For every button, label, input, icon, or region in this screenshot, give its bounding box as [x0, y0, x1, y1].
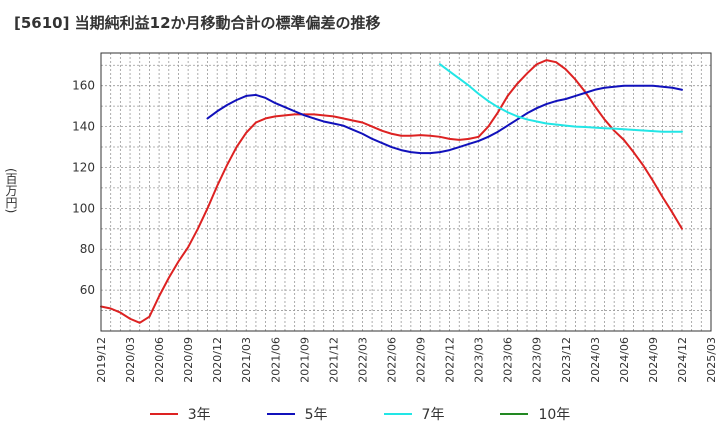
y-axis-label: (百万円)	[4, 168, 18, 214]
y-tick-label: 60	[80, 283, 95, 297]
legend-label: 5年	[304, 407, 328, 423]
x-tick-label: 2020/12	[211, 337, 224, 383]
y-tick-label: 140	[72, 120, 95, 134]
legend-swatch	[266, 413, 295, 415]
series-line-2	[206, 84, 683, 155]
legend-swatch	[500, 413, 529, 415]
x-tick-label: 2021/12	[327, 337, 340, 383]
x-tick-label: 2022/12	[444, 337, 457, 383]
x-tick-label: 2020/03	[124, 337, 137, 383]
x-tick-label: 2023/12	[560, 337, 573, 383]
y-tick-label: 80	[80, 242, 95, 256]
legend-item: 10年	[500, 404, 570, 424]
series-line-1	[100, 59, 683, 324]
x-tick-label: 2024/09	[647, 337, 660, 383]
x-tick-label: 2023/06	[502, 337, 515, 383]
y-tick-label: 120	[72, 160, 95, 174]
legend-label: 7年	[421, 407, 445, 423]
legend-item: 7年	[383, 404, 445, 424]
chart-title: [5610] 当期純利益12か月移動合計の標準偏差の推移	[14, 14, 381, 32]
legend-swatch	[383, 413, 412, 415]
legend-item: 3年	[149, 404, 211, 424]
x-tick-label: 2020/09	[182, 337, 195, 383]
x-tick-label: 2023/09	[531, 337, 544, 383]
plot-area-frame	[100, 52, 712, 332]
x-tick-label: 2021/03	[240, 337, 253, 383]
y-tick-label: 100	[72, 201, 95, 215]
legend-label: 10年	[538, 407, 571, 423]
series-line-3	[438, 63, 683, 133]
y-tick-label: 160	[72, 79, 95, 93]
x-tick-label: 2024/03	[589, 337, 602, 383]
x-tick-label: 2020/06	[153, 337, 166, 383]
x-tick-label: 2023/03	[473, 337, 486, 383]
x-tick-label: 2019/12	[95, 337, 108, 383]
x-tick-label: 2022/03	[356, 337, 369, 383]
chart-legend: 3年 5年 7年 10年	[0, 404, 720, 424]
x-tick-label: 2021/06	[269, 337, 282, 383]
x-tick-label: 2024/06	[618, 337, 631, 383]
x-tick-label: 2022/09	[415, 337, 428, 383]
x-tick-label: 2022/06	[385, 337, 398, 383]
x-tick-label: 2021/09	[298, 337, 311, 383]
legend-label: 3年	[187, 407, 211, 423]
legend-item: 5年	[266, 404, 328, 424]
legend-swatch	[149, 413, 178, 415]
x-tick-label: 2024/12	[676, 337, 689, 383]
x-tick-label: 2025/03	[705, 337, 718, 383]
